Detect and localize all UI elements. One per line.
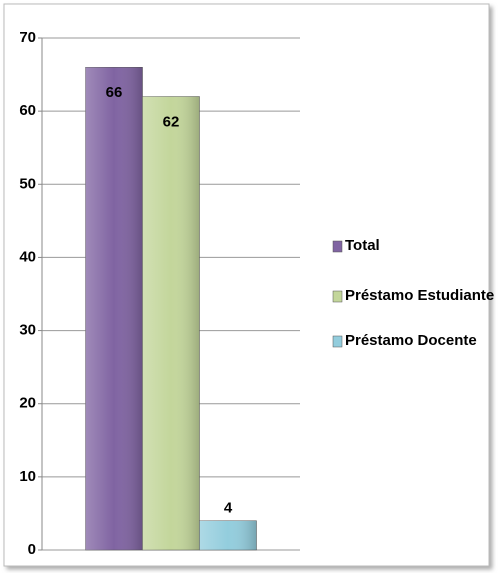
legend-label: Préstamo Docente: [345, 332, 477, 349]
y-tick-label: 70: [19, 29, 36, 46]
legend-label: Préstamo Estudiante: [345, 287, 494, 304]
chart-frame: [3, 3, 490, 567]
y-tick-label: 10: [19, 468, 36, 485]
y-tick-label: 50: [19, 175, 36, 192]
data-label: 66: [106, 84, 123, 101]
data-label: 62: [163, 113, 180, 130]
bar-shade: [142, 96, 200, 550]
y-tick-label: 0: [28, 541, 36, 558]
legend-swatch: [332, 290, 343, 303]
legend-label: Total: [345, 237, 380, 254]
y-tick-label: 60: [19, 102, 36, 119]
data-label: 4: [224, 500, 233, 517]
y-tick-label: 30: [19, 322, 36, 339]
legend-swatch: [332, 335, 343, 348]
legend-swatch: [332, 240, 343, 253]
bar-shade: [85, 67, 143, 550]
bar-shade: [199, 520, 257, 550]
y-tick-label: 20: [19, 395, 36, 412]
y-tick-label: 40: [19, 248, 36, 265]
